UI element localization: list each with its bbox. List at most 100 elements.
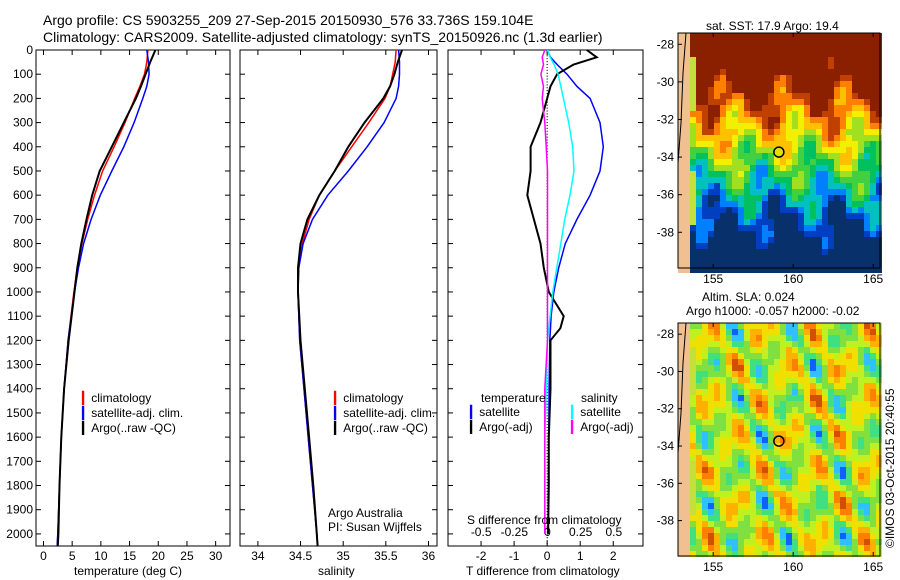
sla-map-cell xyxy=(750,473,756,479)
sla-map-cell xyxy=(798,467,804,473)
sst-map-cell xyxy=(690,99,696,105)
sst-map-cell xyxy=(750,213,756,219)
sla-map-cell xyxy=(846,515,852,521)
sst-map-cell xyxy=(690,129,696,135)
sla-map-cell xyxy=(846,455,852,461)
sst-map-cell xyxy=(774,99,780,105)
sst-map-cell xyxy=(678,207,684,213)
sst-map-cell xyxy=(738,57,744,63)
sla-map-cell xyxy=(708,515,714,521)
sst-map-cell xyxy=(798,81,804,87)
sla-map-cell xyxy=(684,359,690,365)
sst-map-cell xyxy=(690,201,696,207)
sla-map-cell xyxy=(708,371,714,377)
sst-map-cell xyxy=(702,141,708,147)
sla-map-cell xyxy=(768,449,774,455)
sla-map-cell xyxy=(738,467,744,473)
sst-map-cell xyxy=(708,123,714,129)
sla-map-cell xyxy=(834,497,840,503)
sla-map-cell xyxy=(840,491,846,497)
sla-map-cell xyxy=(744,461,750,467)
sst-map-cell xyxy=(834,195,840,201)
sst-map-cell xyxy=(792,45,798,51)
sst-map-cell xyxy=(810,261,816,267)
sla-map-cell xyxy=(798,509,804,515)
sst-map-cell xyxy=(732,117,738,123)
sla-map-cell xyxy=(702,455,708,461)
sst-map-cell xyxy=(828,201,834,207)
sst-map-cell xyxy=(822,207,828,213)
sst-map-cell xyxy=(846,195,852,201)
sst-map-cell xyxy=(750,117,756,123)
sla-map-cell xyxy=(840,431,846,437)
sst-map-cell xyxy=(756,153,762,159)
sst-map-cell xyxy=(762,129,768,135)
sst-map-cell xyxy=(684,117,690,123)
sst-map-cell xyxy=(876,99,882,105)
sla-map-cell xyxy=(678,383,684,389)
sst-map-cell xyxy=(810,267,816,273)
sst-map-cell xyxy=(876,75,882,81)
salinity-series-satellite-adj-clim- xyxy=(297,49,401,547)
sla-map-cell xyxy=(816,497,822,503)
sst-map-cell xyxy=(714,57,720,63)
sla-map-cell xyxy=(744,545,750,551)
sla-map-cell xyxy=(726,335,732,341)
sst-map-cell xyxy=(738,117,744,123)
sst-map-cell xyxy=(756,75,762,81)
sla-map-cell xyxy=(798,335,804,341)
sla-map-cell xyxy=(834,419,840,425)
sst-map-cell xyxy=(816,165,822,171)
sst-map-cell xyxy=(744,147,750,153)
sla-map-cell xyxy=(684,533,690,539)
sla-map-cell xyxy=(768,461,774,467)
sst-map-cell xyxy=(858,195,864,201)
sst-map-cell xyxy=(696,135,702,141)
sla-map-cell xyxy=(840,377,846,383)
sla-map-cell xyxy=(696,449,702,455)
sla-map-cell xyxy=(828,329,834,335)
sla-map-cell xyxy=(768,509,774,515)
depth-tick-label: 1100 xyxy=(7,309,33,323)
sla-map-cell xyxy=(732,479,738,485)
sst-map-cell xyxy=(738,39,744,45)
sla-map-cell xyxy=(762,407,768,413)
sst-map-cell xyxy=(864,177,870,183)
sst-map-cell xyxy=(690,87,696,93)
sla-map-cell xyxy=(858,497,864,503)
zero-line-dot xyxy=(546,484,548,487)
sla-map-cell xyxy=(834,425,840,431)
differences-series-temperature-argo-adj- xyxy=(526,49,599,534)
sla-map-cell xyxy=(846,473,852,479)
sla-map-cell xyxy=(810,401,816,407)
sla-map-cell xyxy=(780,395,786,401)
sla-map-cell xyxy=(816,539,822,545)
zero-line-dot xyxy=(546,476,548,478)
sst-map-cell xyxy=(750,93,756,99)
sla-map-cell xyxy=(696,461,702,467)
sla-map-cell xyxy=(708,389,714,395)
sst-map-cell xyxy=(864,171,870,177)
sla-map-cell xyxy=(732,359,738,365)
sst-map-cell xyxy=(720,231,726,237)
sst-map-cell xyxy=(816,81,822,87)
sst-map-cell xyxy=(750,141,756,147)
sla-map-cell xyxy=(864,515,870,521)
sla-map-cell xyxy=(732,485,738,491)
sla-map-cell xyxy=(696,437,702,443)
sst-map-cell xyxy=(684,177,690,183)
sst-map-cell xyxy=(732,243,738,249)
zero-line-dot xyxy=(546,426,548,429)
sla-map-cell xyxy=(750,371,756,377)
sst-map-cell xyxy=(780,141,786,147)
sla-map-cell xyxy=(810,473,816,479)
sla-map-cell xyxy=(780,533,786,539)
sst-map-cell xyxy=(840,177,846,183)
zero-line-dot xyxy=(546,482,548,484)
sla-map-cell xyxy=(720,533,726,539)
sla-map-cell xyxy=(798,515,804,521)
sla-map-cell xyxy=(834,347,840,353)
sst-map-cell xyxy=(864,237,870,243)
sla-map-cell xyxy=(858,371,864,377)
sla-map-cell xyxy=(846,449,852,455)
